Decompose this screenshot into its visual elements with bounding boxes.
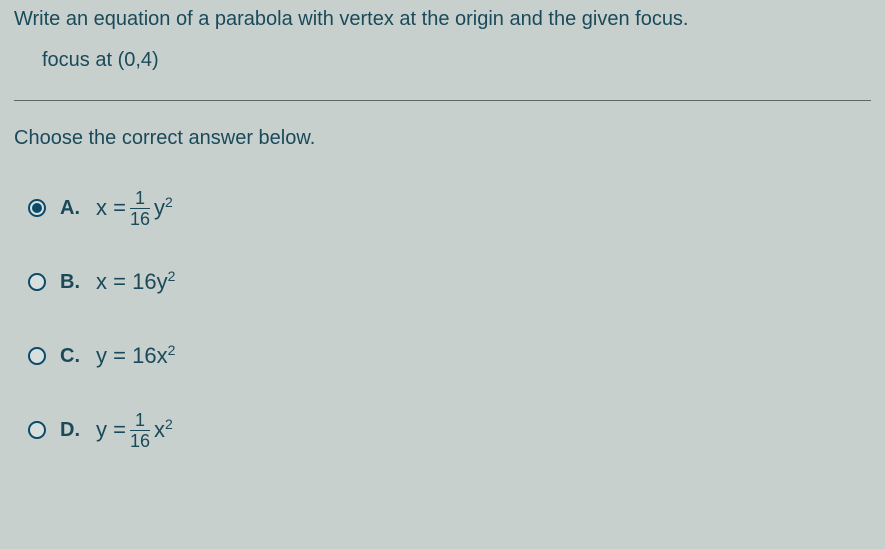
option-b[interactable]: B. x = 16y2 (28, 258, 871, 306)
question-main: Write an equation of a parabola with ver… (14, 8, 871, 31)
radio-d[interactable] (28, 421, 46, 439)
lhs: x = (96, 269, 126, 295)
exponent: 2 (165, 194, 173, 210)
divider (14, 100, 871, 101)
option-label: D. (60, 419, 84, 442)
variable: x (157, 343, 168, 369)
lhs: y = (96, 343, 126, 369)
numerator: 1 (135, 411, 145, 430)
denominator: 16 (130, 208, 150, 228)
exponent: 2 (168, 268, 176, 284)
variable: x (154, 417, 165, 443)
option-label: C. (60, 345, 84, 368)
numerator: 1 (135, 189, 145, 208)
lhs: y = (96, 417, 126, 443)
option-expression: y = 1 16 x2 (96, 411, 173, 450)
option-label: A. (60, 197, 84, 220)
option-d[interactable]: D. y = 1 16 x2 (28, 406, 871, 454)
question-sub: focus at (0,4) (42, 49, 871, 72)
variable: y (157, 269, 168, 295)
radio-a[interactable] (28, 199, 46, 217)
exponent: 2 (168, 342, 176, 358)
radio-c[interactable] (28, 347, 46, 365)
exponent: 2 (165, 416, 173, 432)
radio-b[interactable] (28, 273, 46, 291)
fraction: 1 16 (130, 189, 150, 228)
coefficient: 16 (132, 343, 156, 369)
instruction-text: Choose the correct answer below. (14, 127, 871, 150)
variable: y (154, 195, 165, 221)
lhs: x = (96, 195, 126, 221)
coefficient: 16 (132, 269, 156, 295)
fraction: 1 16 (130, 411, 150, 450)
option-expression: y = 16x2 (96, 343, 175, 369)
option-a[interactable]: A. x = 1 16 y2 (28, 184, 871, 232)
option-label: B. (60, 271, 84, 294)
option-c[interactable]: C. y = 16x2 (28, 332, 871, 380)
options-group: A. x = 1 16 y2 B. x = 16y2 C. y = 16x2 D… (28, 184, 871, 454)
denominator: 16 (130, 430, 150, 450)
option-expression: x = 1 16 y2 (96, 189, 173, 228)
option-expression: x = 16y2 (96, 269, 175, 295)
